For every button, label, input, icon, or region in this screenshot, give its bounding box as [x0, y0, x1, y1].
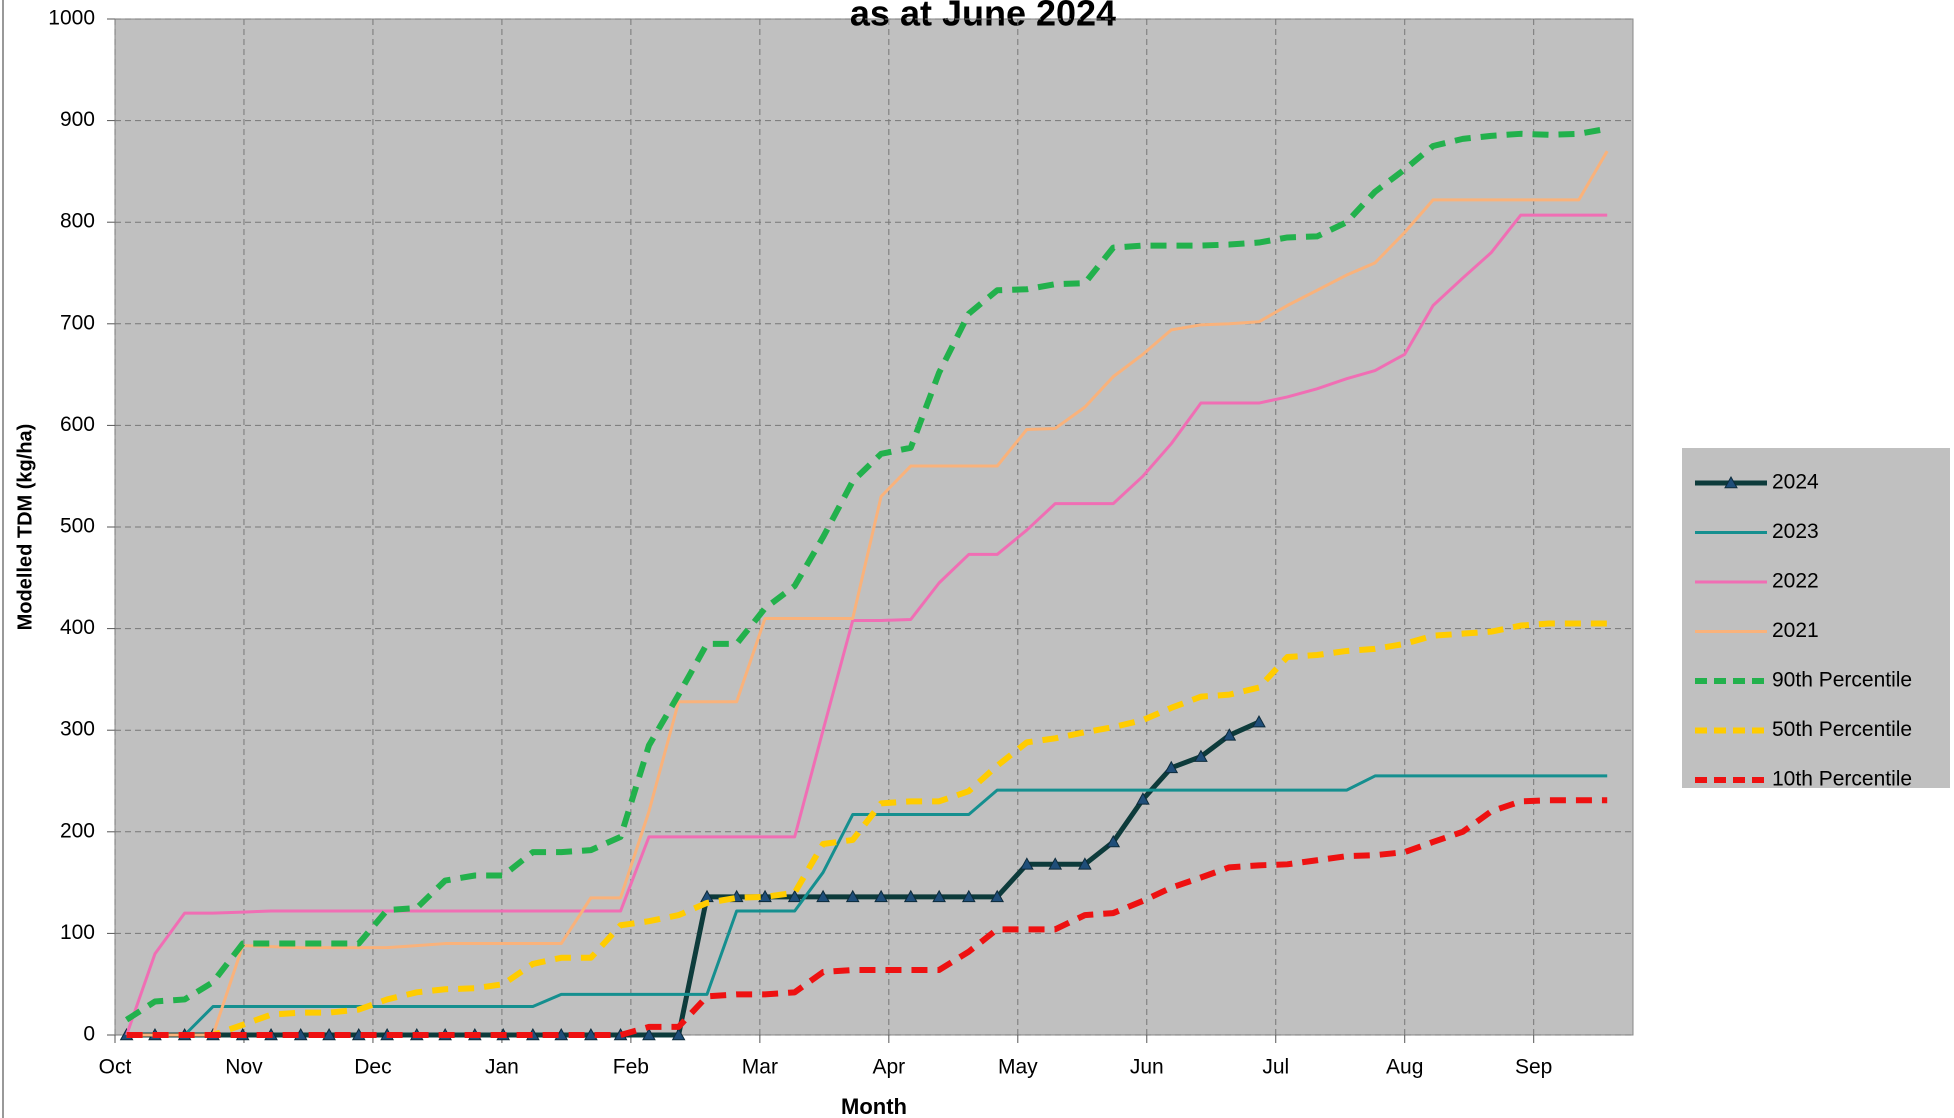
y-tick-label: 800 [60, 210, 95, 233]
legend-label: 2023 [1772, 520, 1819, 543]
x-tick-label: Jul [1262, 1056, 1289, 1079]
legend-box [1682, 448, 1950, 788]
x-tick-label: Jun [1130, 1056, 1164, 1079]
point-marker [1106, 834, 1121, 848]
legend-label: 2021 [1772, 619, 1819, 642]
y-tick-label: 900 [60, 108, 95, 131]
point-marker [584, 1027, 598, 1041]
x-tick-label: Feb [613, 1056, 649, 1079]
y-tick-label: 400 [60, 616, 95, 639]
y-tick-label: 600 [60, 413, 95, 436]
series-line [124, 125, 1608, 1023]
x-tick-label: Dec [354, 1056, 391, 1079]
point-marker [990, 889, 1005, 903]
legend-label: 50th Percentile [1772, 718, 1912, 741]
point-marker [874, 889, 888, 903]
legend-label: 2024 [1772, 471, 1819, 494]
series-line [126, 797, 1608, 1038]
legend-marker [1724, 475, 1738, 489]
x-axis-label: Month [841, 1094, 907, 1118]
point-marker [1252, 715, 1266, 728]
point-marker [903, 889, 918, 903]
point-marker [787, 889, 802, 903]
y-tick-label: 1000 [48, 7, 95, 30]
legend-label: 2022 [1772, 570, 1819, 593]
x-tick-label: Oct [99, 1056, 132, 1079]
point-marker [1136, 792, 1150, 805]
point-marker [816, 889, 830, 903]
point-marker [322, 1027, 336, 1041]
y-tick-label: 300 [60, 718, 95, 741]
x-tick-label: Mar [742, 1056, 778, 1079]
legend-label: 10th Percentile [1772, 768, 1912, 791]
y-axis-label: Modelled TDM (kg/ha) [14, 424, 36, 631]
point-marker [758, 889, 772, 903]
point-marker [1194, 749, 1208, 762]
x-tick-label: Aug [1386, 1056, 1423, 1079]
point-marker [1164, 760, 1179, 774]
point-marker [1222, 728, 1237, 741]
y-tick-label: 500 [60, 515, 95, 538]
legend-label: 90th Percentile [1772, 669, 1912, 692]
series-line [126, 150, 1609, 1037]
series-line [125, 213, 1608, 1036]
x-tick-label: May [998, 1056, 1038, 1079]
x-tick-label: Apr [872, 1056, 905, 1079]
x-tick-label: Jan [485, 1056, 519, 1079]
point-marker [845, 889, 860, 903]
point-marker [671, 1027, 686, 1041]
y-tick-label: 700 [60, 311, 95, 334]
point-marker [932, 889, 946, 903]
point-marker [1019, 857, 1034, 870]
x-tick-label: Sep [1515, 1056, 1552, 1079]
y-tick-label: 0 [83, 1023, 95, 1046]
y-tick-label: 100 [60, 921, 95, 944]
chart-title: as at June 2024 [850, 0, 1116, 34]
point-marker [1078, 857, 1092, 870]
point-marker [961, 889, 976, 903]
x-tick-label: Nov [225, 1056, 263, 1079]
series-line [126, 774, 1608, 1037]
point-marker [642, 1027, 656, 1041]
y-tick-label: 200 [60, 819, 95, 842]
series-line [126, 620, 1608, 1038]
point-marker [1048, 857, 1063, 870]
